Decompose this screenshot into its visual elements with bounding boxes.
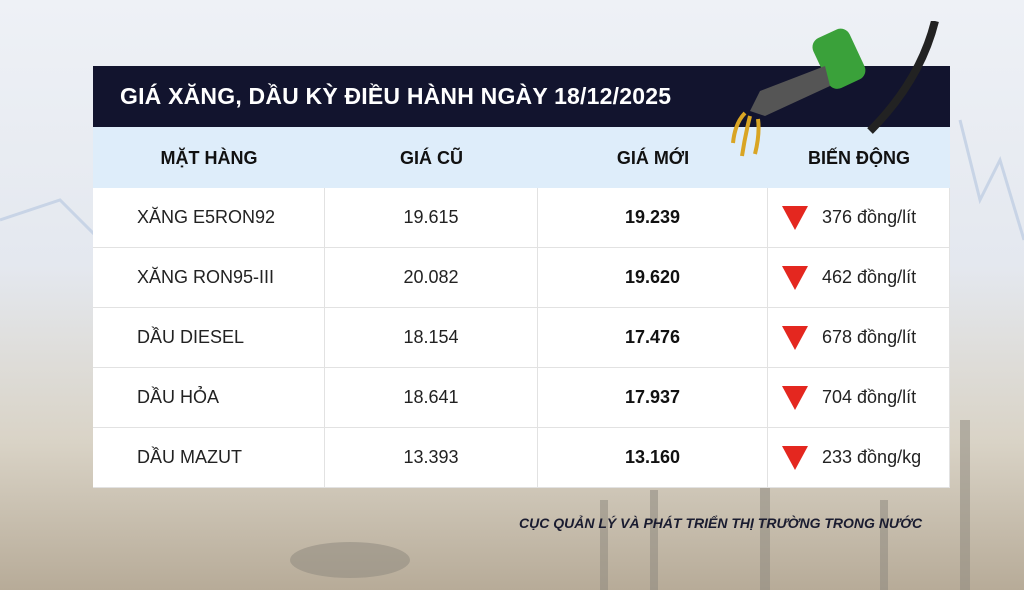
table-row: DẦU HỎA 18.641 17.937 704 đồng/lít	[93, 368, 950, 428]
new-price: 19.620	[538, 248, 768, 308]
down-arrow-icon	[782, 265, 808, 290]
table-row: XĂNG E5RON92 19.615 19.239 376 đồng/lít	[93, 188, 950, 248]
column-header-change: BIẾN ĐỘNG	[807, 148, 910, 168]
price-change: 462 đồng/lít	[768, 248, 950, 308]
item-name: DẦU HỎA	[93, 368, 325, 428]
down-arrow-icon	[782, 325, 808, 350]
table-header: MẶT HÀNG GIÁ CŨ GIÁ MỚI BIẾN ĐỘNG	[93, 127, 950, 188]
table-row: XĂNG RON95-III 20.082 19.620 462 đồng/lí…	[93, 248, 950, 308]
table-row: DẦU MAZUT 13.393 13.160 233 đồng/kg	[93, 428, 950, 488]
change-value: 376 đồng/lít	[822, 207, 917, 227]
column-header-new-price: GIÁ MỚI	[616, 148, 690, 168]
column-header-item: MẶT HÀNG	[160, 148, 258, 168]
change-value: 233 đồng/kg	[822, 447, 922, 467]
old-price: 13.393	[325, 428, 538, 488]
new-price: 19.239	[538, 188, 768, 248]
column-header-old-price: GIÁ CŨ	[400, 148, 463, 168]
old-price: 18.154	[325, 308, 538, 368]
fuel-nozzle-icon	[731, 21, 939, 157]
price-change: 376 đồng/lít	[768, 188, 950, 248]
title-bar: GIÁ XĂNG, DẦU KỲ ĐIỀU HÀNH NGÀY 18/12/20…	[93, 21, 950, 157]
change-value: 462 đồng/lít	[822, 267, 917, 287]
item-name: XĂNG E5RON92	[93, 188, 325, 248]
old-price: 20.082	[325, 248, 538, 308]
new-price: 17.937	[538, 368, 768, 428]
down-arrow-icon	[782, 445, 808, 470]
source-credit: CỤC QUẢN LÝ VÀ PHÁT TRIỂN THỊ TRƯỜNG TRO…	[519, 515, 923, 531]
item-name: DẦU MAZUT	[93, 428, 325, 488]
page-title: GIÁ XĂNG, DẦU KỲ ĐIỀU HÀNH NGÀY 18/12/20…	[120, 83, 672, 109]
fuel-price-table: GIÁ XĂNG, DẦU KỲ ĐIỀU HÀNH NGÀY 18/12/20…	[93, 21, 950, 488]
item-name: DẦU DIESEL	[93, 308, 325, 368]
old-price: 18.641	[325, 368, 538, 428]
down-arrow-icon	[782, 385, 808, 410]
table-row: DẦU DIESEL 18.154 17.476 678 đồng/lít	[93, 308, 950, 368]
price-change: 678 đồng/lít	[768, 308, 950, 368]
change-value: 678 đồng/lít	[822, 327, 917, 347]
old-price: 19.615	[325, 188, 538, 248]
down-arrow-icon	[782, 205, 808, 230]
new-price: 17.476	[538, 308, 768, 368]
change-value: 704 đồng/lít	[822, 387, 917, 407]
item-name: XĂNG RON95-III	[93, 248, 325, 308]
price-change: 704 đồng/lít	[768, 368, 950, 428]
price-change: 233 đồng/kg	[768, 428, 950, 488]
new-price: 13.160	[538, 428, 768, 488]
